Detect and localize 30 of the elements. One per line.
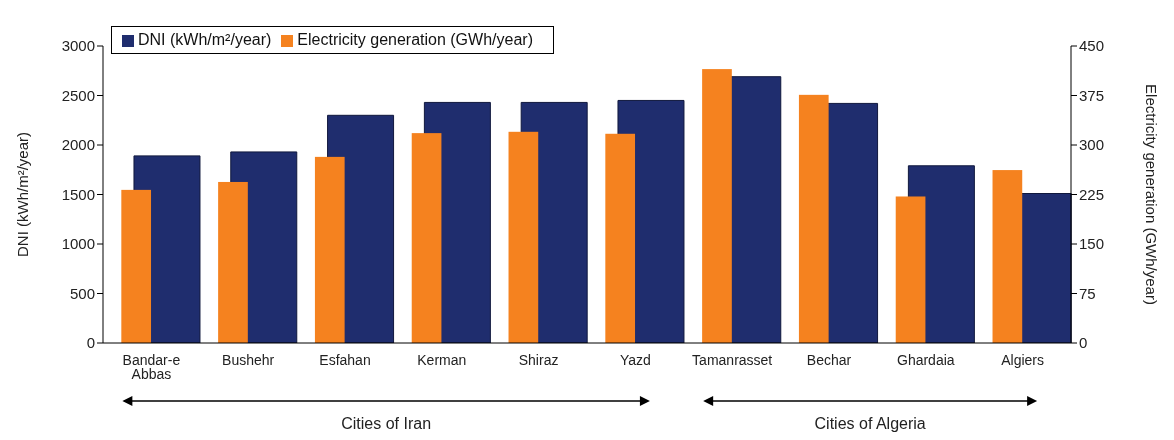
y-tick-label: 3000 <box>61 37 95 55</box>
text: Cities of Algeria <box>814 415 926 432</box>
y2-tick-label: 375 <box>1079 86 1105 104</box>
x-tick-label: Shiraz <box>518 351 559 368</box>
legend-label: DNI (kWh/m²/year) <box>138 31 272 48</box>
legend-label: Electricity generation (GWh/year) <box>297 31 533 48</box>
y2-tick-label: 150 <box>1079 235 1105 253</box>
y-tick-label: 1000 <box>61 235 95 253</box>
x-tick-label: Kerman <box>417 351 467 368</box>
y2-tick-label: 300 <box>1079 136 1105 154</box>
y2-tick-label: 0 <box>1079 334 1088 352</box>
y2-tick-label: 75 <box>1079 284 1096 302</box>
y2-tick-label: 450 <box>1079 37 1105 55</box>
y-axis-title: DNI (kWh/m²/year) <box>14 132 32 257</box>
x-tick-label: Bandar-e Abbas <box>122 351 181 382</box>
text: Cities of Iran <box>341 415 432 432</box>
x-tick-label: Bushehr <box>222 351 275 368</box>
x-tick-label: Ghardaia <box>897 351 955 368</box>
y2-tick-label: 225 <box>1079 185 1105 203</box>
y-tick-label: 2500 <box>61 86 95 104</box>
y-tick-label: 1500 <box>61 185 95 203</box>
x-tick-label: Tamanrasset <box>692 351 773 368</box>
x-tick-label: Algiers <box>1001 351 1044 368</box>
y-tick-label: 2000 <box>61 136 95 154</box>
y-tick-label: 0 <box>86 334 95 352</box>
y-tick-label: 500 <box>69 284 95 302</box>
x-tick-label: Bechar <box>806 351 852 368</box>
x-tick-label: Esfahan <box>319 351 371 368</box>
y2-axis-title: Electricity generation (GWh/year) <box>1142 84 1160 305</box>
x-tick-label: Yazd <box>619 351 651 368</box>
